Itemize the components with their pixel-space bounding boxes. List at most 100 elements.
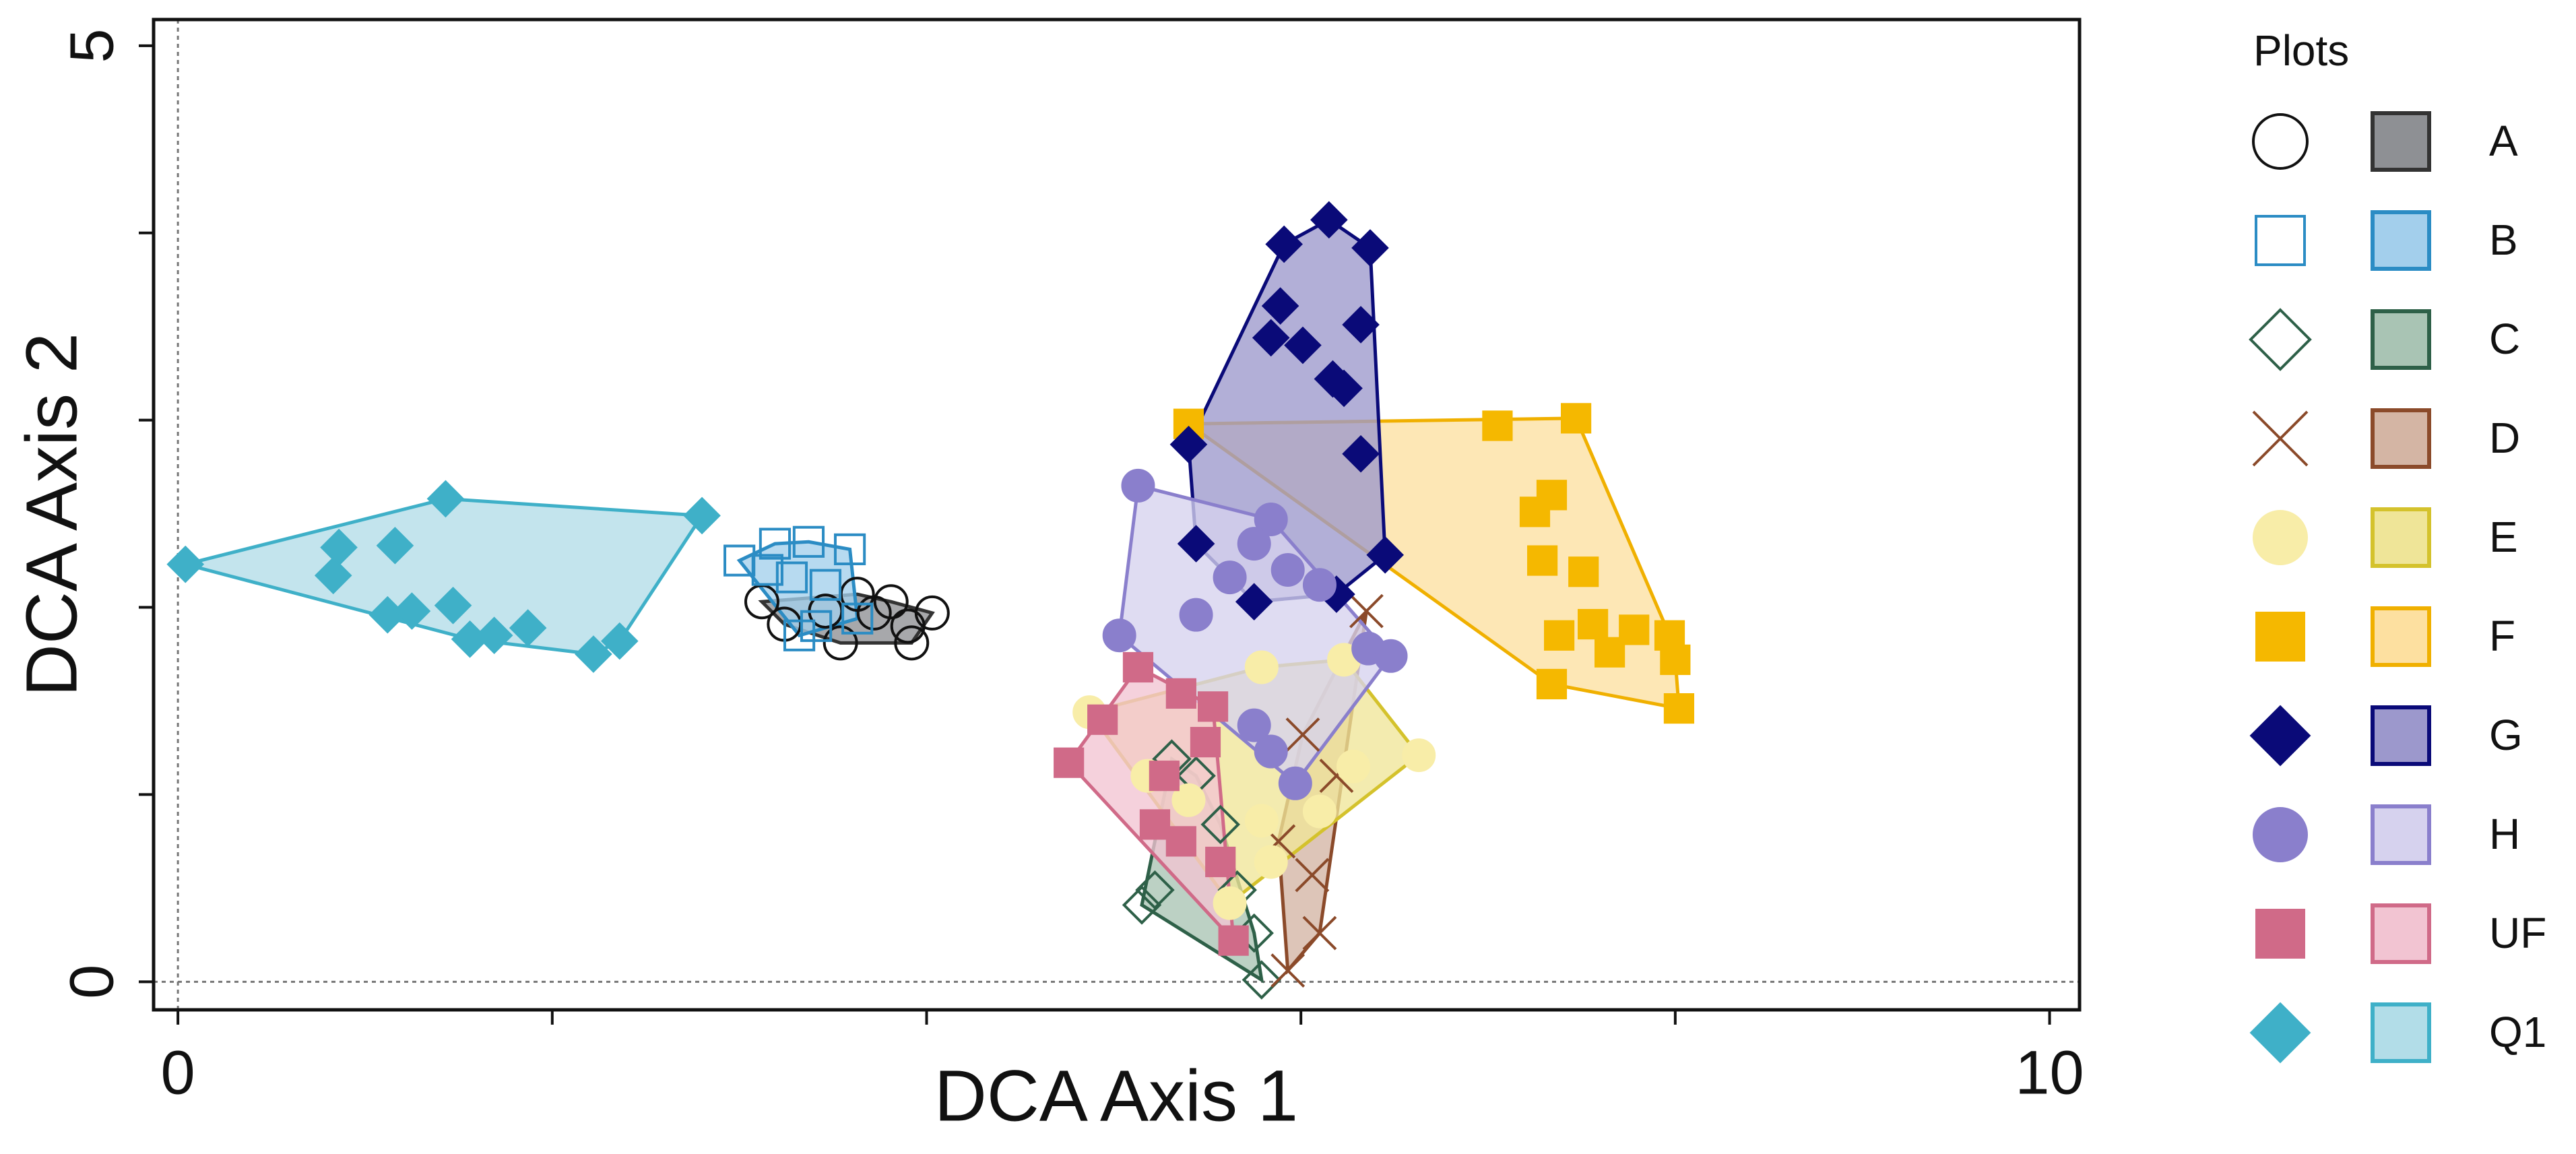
point [1190, 727, 1221, 758]
point [1165, 678, 1196, 709]
point [1169, 425, 1208, 463]
point [1543, 620, 1575, 651]
point [1278, 766, 1312, 800]
point [759, 527, 792, 560]
legend-label: Q1 [2489, 1008, 2546, 1056]
legend-swatch [2371, 903, 2431, 964]
point [1660, 644, 1691, 675]
legend-swatch [2371, 1002, 2431, 1063]
point [314, 556, 352, 595]
point [1265, 225, 1303, 263]
point [683, 496, 721, 535]
point [1197, 691, 1229, 722]
legend-swatch [2371, 804, 2431, 865]
legend-marker [2255, 612, 2305, 662]
point [1336, 749, 1370, 783]
point [601, 622, 639, 660]
y-tick-label: 0 [57, 965, 126, 999]
point [1213, 560, 1247, 595]
point [1135, 870, 1175, 910]
point [1663, 693, 1695, 724]
point [1342, 435, 1380, 473]
point [894, 625, 930, 661]
point [1254, 845, 1288, 879]
legend-label: C [2489, 315, 2520, 363]
x-axis-title: DCA Axis 1 [934, 1055, 1298, 1136]
legend-label: B [2489, 216, 2518, 264]
point [1595, 637, 1625, 668]
point [1536, 480, 1568, 511]
point [1351, 229, 1389, 267]
legend-label: D [2489, 414, 2520, 462]
point [1366, 536, 1405, 574]
legend-marker [2249, 308, 2312, 371]
y-axis-title: DCA Axis 2 [11, 333, 92, 697]
point [783, 619, 816, 651]
legend-label: H [2489, 810, 2520, 858]
point [1578, 608, 1609, 640]
point [1177, 525, 1215, 563]
point [1302, 794, 1337, 829]
point [1254, 502, 1288, 536]
x-tick-label: 10 [2015, 1038, 2084, 1107]
point [1342, 306, 1380, 344]
point [1237, 527, 1271, 561]
point [792, 525, 825, 558]
legend-swatch [2371, 507, 2431, 568]
y-tick-label: 5 [57, 28, 126, 63]
x-tick-label: 0 [161, 1038, 195, 1107]
point [426, 480, 465, 518]
point [1261, 287, 1299, 325]
point [1254, 734, 1288, 769]
plot-frame [152, 18, 2082, 1012]
point [1402, 738, 1436, 773]
point [1171, 783, 1206, 817]
point [823, 625, 858, 661]
legend-label: G [2489, 711, 2523, 759]
point [1302, 568, 1337, 602]
point [1285, 717, 1320, 752]
legend-marker [2252, 113, 2309, 170]
point [1244, 650, 1279, 684]
point [1205, 846, 1236, 878]
point [1213, 886, 1247, 920]
legend-marker [2249, 705, 2311, 767]
point [1200, 804, 1240, 845]
point [509, 609, 547, 647]
point [393, 592, 431, 630]
point [1270, 953, 1306, 988]
point [1526, 545, 1558, 576]
legend-marker [2252, 410, 2309, 467]
legend-swatch [2371, 210, 2431, 271]
legend-marker [2253, 807, 2308, 862]
point [1482, 410, 1513, 441]
point [376, 527, 414, 565]
legend-marker [2249, 1002, 2311, 1064]
legend-swatch [2371, 111, 2431, 172]
point [1284, 326, 1322, 364]
legend-label: A [2489, 117, 2518, 165]
point [1302, 916, 1337, 951]
point [1374, 639, 1408, 673]
point [1252, 319, 1290, 357]
point [575, 635, 612, 673]
legend-label: F [2489, 612, 2515, 660]
point [1139, 809, 1171, 840]
legend-swatch [2371, 606, 2431, 667]
point [1122, 651, 1154, 683]
legend-title: Plots [2253, 26, 2349, 75]
legend-swatch [2371, 309, 2431, 370]
point [166, 545, 205, 583]
point [1102, 618, 1136, 653]
point [1242, 960, 1282, 1000]
point [833, 533, 866, 566]
point [434, 586, 472, 624]
point [1244, 804, 1279, 838]
point [1295, 858, 1330, 893]
point [809, 569, 842, 601]
point [1121, 468, 1155, 503]
legend-marker [2255, 909, 2305, 959]
point [1237, 708, 1271, 742]
point [800, 610, 833, 642]
point [873, 584, 909, 620]
